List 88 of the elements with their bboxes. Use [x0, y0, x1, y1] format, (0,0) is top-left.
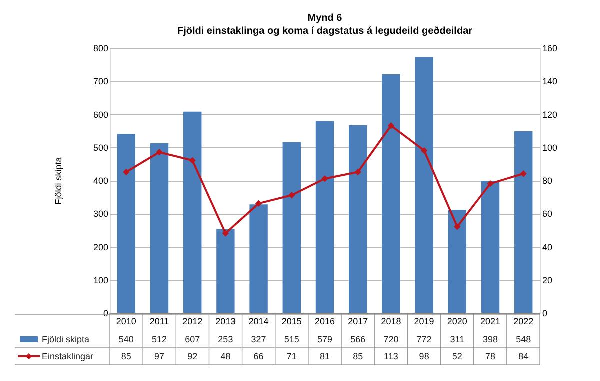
x-tick-label: 2012: [182, 316, 203, 326]
bar: [349, 126, 368, 313]
y-tick-label: 500: [93, 142, 108, 153]
y-axis-title: Fjöldi skipta: [53, 157, 64, 205]
point: [156, 148, 163, 156]
bar: [282, 142, 301, 313]
x-tick-label: 2018: [381, 316, 402, 326]
y-tick-label: 100: [93, 275, 108, 286]
y-tick-label: 700: [93, 76, 108, 87]
point: [123, 168, 130, 176]
data-label: 52: [452, 352, 462, 362]
y2-tick-label: 20: [542, 275, 553, 286]
data-label: 92: [188, 352, 198, 362]
y2-tick-label: 100: [542, 142, 558, 153]
data-label: 97: [154, 352, 164, 362]
chart-subtitle: Fjöldi einstaklinga og koma í dagstatus á legudeild geðdeildar: [177, 26, 473, 37]
y-tick-label: 400: [93, 176, 108, 186]
bar: [250, 204, 268, 313]
data-label: 398: [482, 334, 498, 344]
point: [487, 180, 494, 188]
y-tick-label: 200: [93, 242, 108, 252]
x-tick-label: 2021: [480, 316, 501, 326]
data-label: 548: [516, 334, 532, 344]
data-label: 512: [152, 334, 168, 344]
point: [354, 168, 362, 176]
x-tick-label: 2010: [116, 316, 136, 326]
bar: [316, 121, 334, 313]
y2-tick-label: 160: [542, 44, 558, 54]
data-label: 253: [218, 334, 234, 344]
x-tick-label: 2020: [447, 316, 468, 326]
x-tick-label: 2016: [314, 316, 336, 326]
point: [322, 175, 328, 182]
x-tick-label: 2019: [414, 316, 434, 326]
bar: [415, 57, 434, 313]
bar: [382, 74, 400, 313]
y2-tick-label: 120: [542, 110, 558, 120]
data-label: 720: [384, 334, 399, 344]
point: [388, 122, 395, 130]
point: [255, 200, 262, 208]
data-label: 311: [450, 334, 465, 344]
data-label: 78: [486, 352, 496, 362]
data-label: 566: [350, 334, 366, 344]
x-tick-label: 2014: [248, 316, 269, 326]
y2-tick-label: 60: [542, 209, 553, 220]
data-label: 85: [353, 352, 364, 362]
data-label: 515: [284, 334, 300, 344]
x-tick-label: 2013: [216, 316, 236, 326]
data-label: 81: [320, 352, 330, 362]
bar: [117, 134, 136, 313]
point: [288, 192, 296, 199]
y-tick-label: 600: [93, 110, 108, 120]
data-label: 607: [185, 334, 200, 344]
legend-label: Fjöldi skipta: [42, 334, 90, 344]
x-tick-label: 2011: [150, 316, 170, 326]
chart-title: Mynd 6: [308, 13, 343, 24]
y2-tick-label: 40: [542, 242, 553, 252]
data-label: 113: [384, 352, 398, 362]
data-label: 84: [518, 352, 529, 362]
x-tick-label: 2015: [282, 316, 302, 326]
data-label: 85: [121, 352, 132, 362]
data-label: 48: [220, 352, 231, 362]
bar: [481, 181, 500, 313]
y2-tick-label: 0: [542, 308, 548, 318]
legend-label: Einstaklingar: [42, 352, 94, 362]
y-tick-label: 300: [93, 209, 108, 220]
data-label: 71: [286, 352, 297, 362]
data-label: 772: [416, 334, 432, 344]
point: [520, 170, 527, 178]
x-tick-label: 2022: [514, 316, 534, 326]
point: [454, 224, 461, 230]
x-tick-label: 2017: [348, 316, 368, 326]
data-label: 540: [118, 334, 134, 344]
y2-tick-label: 80: [542, 176, 553, 186]
point: [189, 157, 196, 164]
point: [420, 147, 428, 154]
bar: [448, 210, 467, 313]
y-tick-label: 0: [103, 308, 108, 318]
data-label: 327: [251, 334, 266, 344]
data-label: 579: [317, 334, 333, 344]
bar: [183, 112, 202, 313]
y-tick-label: 800: [93, 44, 108, 54]
data-label: 66: [254, 352, 264, 362]
bar: [514, 131, 533, 313]
bar: [216, 229, 235, 313]
bar: [150, 143, 169, 313]
data-label: 98: [419, 352, 430, 362]
y2-tick-label: 140: [542, 76, 558, 87]
point: [222, 230, 230, 237]
